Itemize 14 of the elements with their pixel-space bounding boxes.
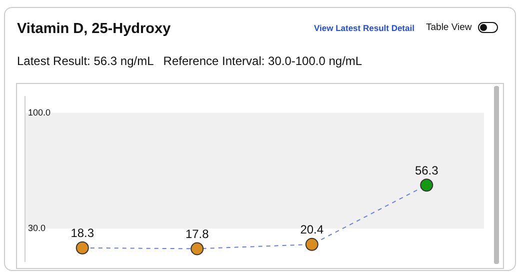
data-label: 18.3 bbox=[70, 226, 94, 240]
text: Table View bbox=[426, 22, 472, 33]
y-tick-label: 30.0 bbox=[28, 223, 46, 234]
chart-subtitle: Latest Result: 56.3 ng/mL Reference Interval: 30.0-100.0 ng/mL bbox=[17, 54, 362, 68]
point bbox=[190, 242, 204, 256]
point bbox=[76, 241, 89, 254]
chart-title: Vitamin D, 25-Hydroxy bbox=[17, 21, 171, 37]
point bbox=[420, 178, 434, 192]
data-label: 56.3 bbox=[414, 163, 439, 178]
y-tick-label: 100.0 bbox=[28, 107, 51, 118]
text: View Latest Result Detail bbox=[314, 23, 414, 33]
data-label: 20.4 bbox=[300, 222, 324, 237]
point bbox=[305, 238, 318, 251]
data-label: 17.8 bbox=[185, 227, 210, 242]
